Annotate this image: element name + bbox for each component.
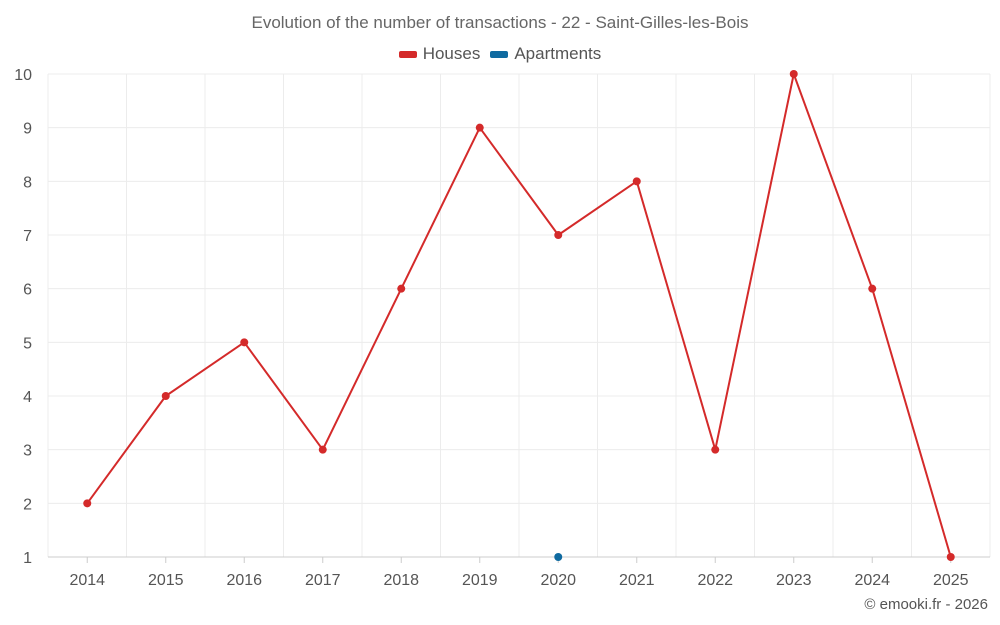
x-tick-label: 2020 <box>540 572 576 589</box>
series <box>83 70 955 561</box>
y-tick-label: 5 <box>23 335 32 352</box>
y-tick-label: 6 <box>23 282 32 299</box>
legend-swatch-houses <box>398 50 417 58</box>
y-tick-label: 10 <box>14 67 32 84</box>
legend: Houses Apartments <box>0 44 1000 64</box>
x-tick-label: 2021 <box>619 572 655 589</box>
y-tick-label: 2 <box>23 496 32 513</box>
data-point-houses <box>868 284 877 293</box>
grid <box>47 73 991 558</box>
legend-label-apartments: Apartments <box>514 44 602 63</box>
data-point-houses <box>397 284 406 293</box>
y-tick-label: 3 <box>23 443 32 460</box>
axes: 1 2 3 4 5 6 7 8 9 10 2014 2015 2016 2017 2018 2019 2020 2… <box>14 67 990 589</box>
credit-text: © emooki.fr - 2026 <box>864 596 988 613</box>
x-tick-label: 2022 <box>697 572 733 589</box>
legend-label-houses: Houses <box>422 44 481 63</box>
series-line-houses <box>86 73 952 558</box>
x-tick-label: 2017 <box>305 572 341 589</box>
data-point-houses <box>946 553 955 561</box>
y-tick-label: 8 <box>23 174 32 191</box>
data-point-houses <box>83 499 92 508</box>
y-tick-label: 9 <box>23 121 32 138</box>
data-point-houses <box>475 123 484 132</box>
data-point-houses <box>711 445 720 454</box>
x-tick-label: 2025 <box>933 572 969 589</box>
data-point-houses <box>240 338 249 347</box>
x-tick-label: 2023 <box>776 572 812 589</box>
chart-title: Evolution of the number of transactions … <box>251 13 749 32</box>
data-point-houses <box>632 177 641 186</box>
x-tick-label: 2014 <box>69 572 105 589</box>
x-tick-label: 2024 <box>854 572 890 589</box>
legend-item-houses[interactable]: Houses <box>398 44 481 64</box>
data-point-apartments <box>554 553 563 561</box>
legend-item-apartments[interactable]: Apartments <box>490 44 601 64</box>
x-tick-label: 2018 <box>383 572 419 589</box>
x-tick-label: 2019 <box>462 572 498 589</box>
data-point-houses <box>318 445 327 454</box>
data-point-houses <box>554 231 563 239</box>
x-tick-label: 2015 <box>148 572 184 589</box>
data-point-houses <box>789 70 798 78</box>
x-tick-label: 2016 <box>226 572 262 589</box>
legend-swatch-apartments <box>490 50 509 58</box>
y-tick-label: 4 <box>23 389 32 406</box>
y-tick-label: 1 <box>23 550 32 567</box>
y-tick-label: 7 <box>23 228 32 245</box>
data-point-houses <box>161 392 170 400</box>
